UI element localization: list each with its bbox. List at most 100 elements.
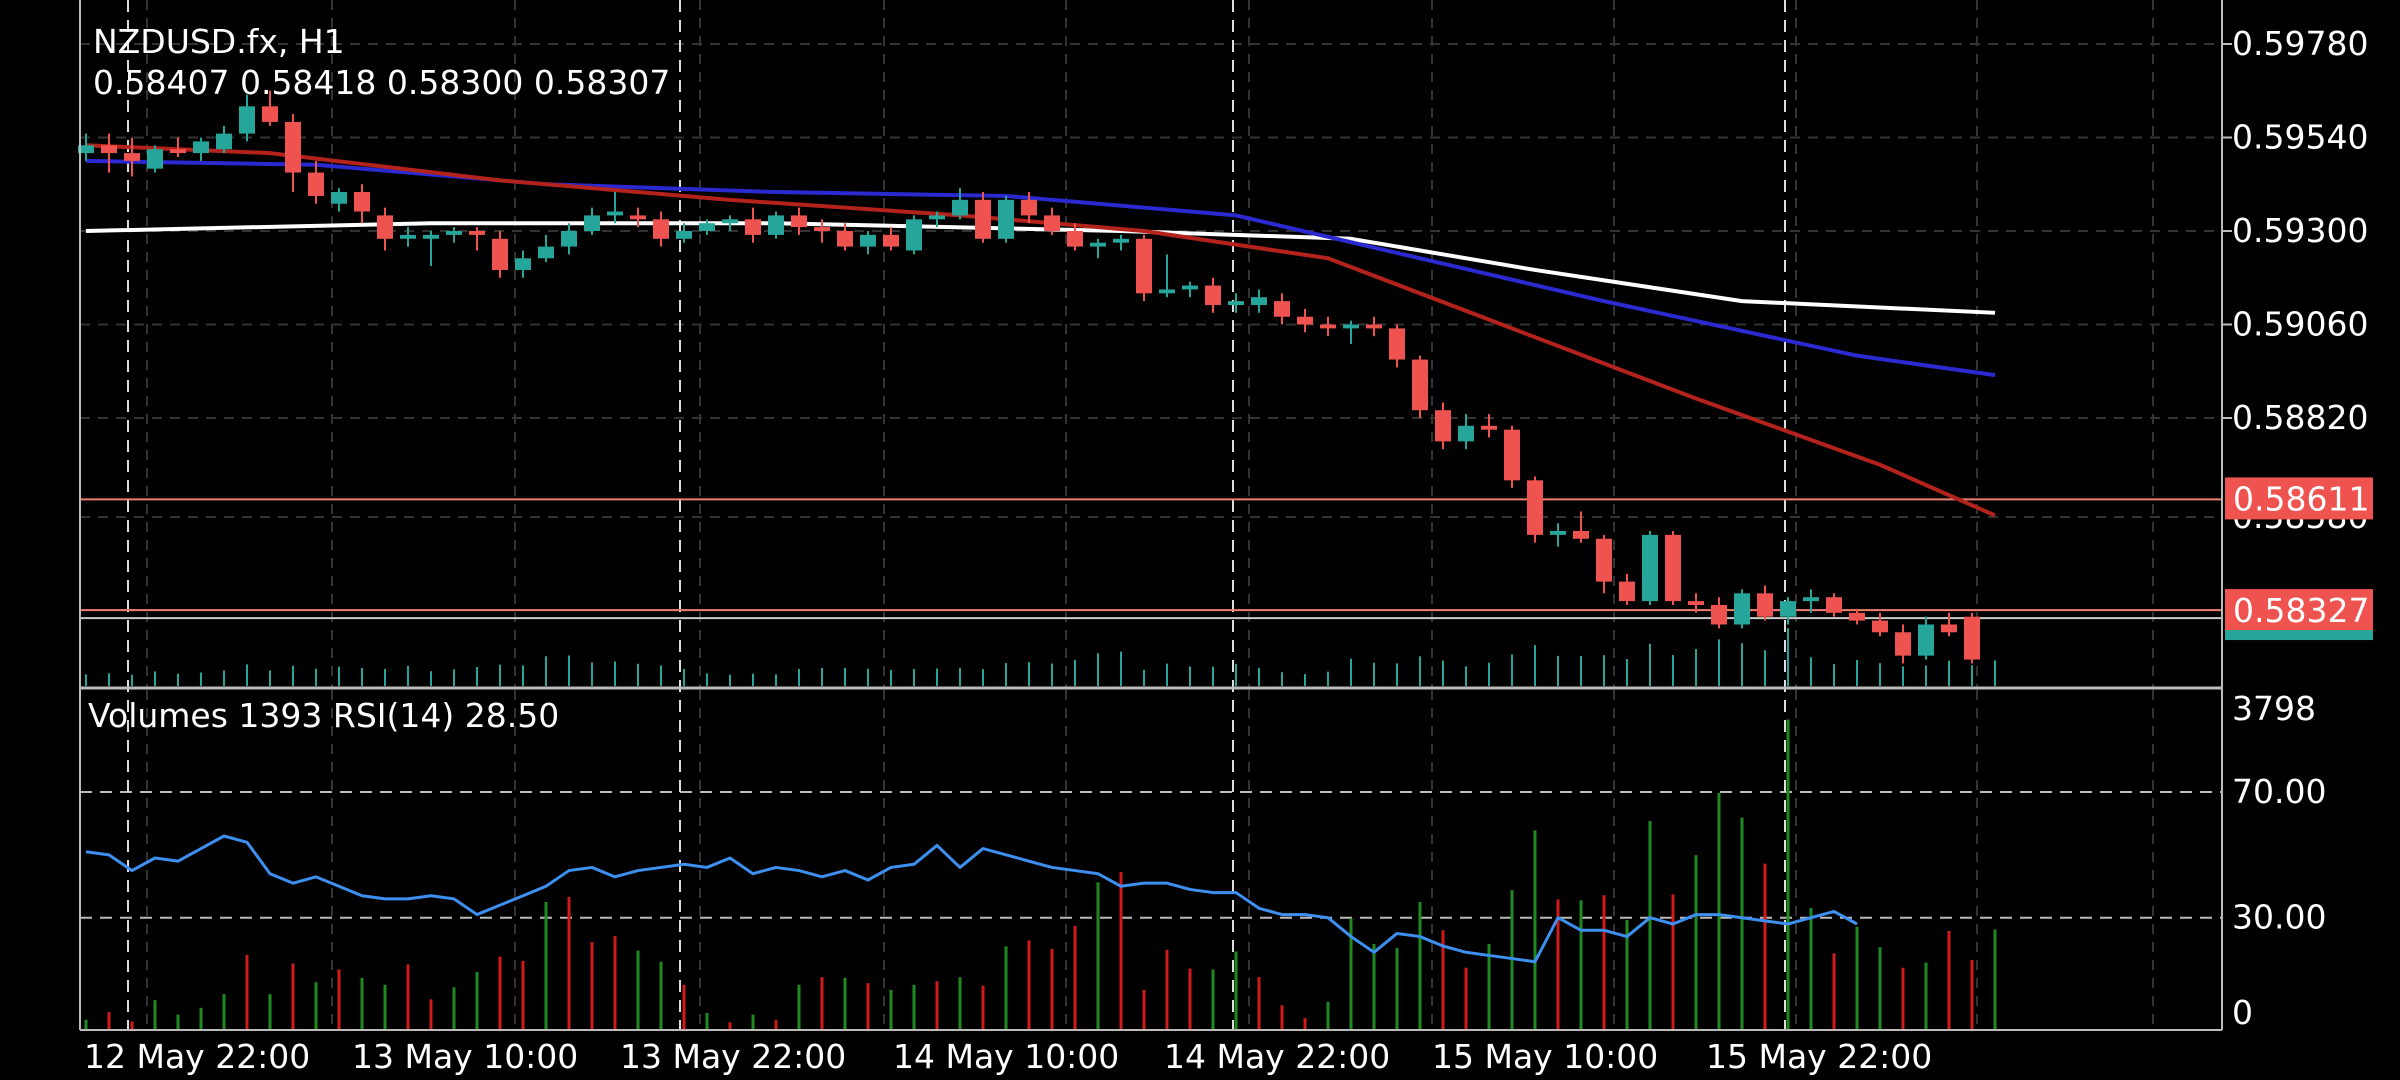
candle-body — [1228, 301, 1244, 306]
candle-body — [469, 231, 485, 235]
candle-body — [193, 141, 209, 154]
candle-body — [1711, 605, 1727, 625]
candle-body — [216, 133, 232, 150]
candle-body — [1044, 215, 1060, 231]
candle-body — [1573, 530, 1589, 539]
candle-body — [1090, 242, 1106, 247]
rsi-level-label: 30.00 — [2232, 898, 2326, 937]
candle-body — [860, 234, 876, 247]
candle-body — [998, 199, 1014, 239]
candle-body — [653, 219, 669, 239]
candle-body — [676, 231, 692, 239]
candle-body — [78, 145, 94, 154]
ma-white — [85, 221, 1996, 315]
time-label: 14 May 22:00 — [1164, 1037, 1390, 1076]
candle-body — [607, 211, 623, 216]
candle-body — [1872, 620, 1888, 633]
candle-body — [952, 199, 968, 216]
candle-body — [1274, 301, 1290, 317]
ohlc-readout: 0.58407 0.58418 0.58300 0.58307 — [93, 63, 671, 102]
candle-body — [1757, 593, 1773, 617]
candle-body — [1205, 285, 1221, 306]
candle-body — [1297, 316, 1313, 325]
candle-body — [1389, 328, 1405, 360]
candle-body — [1550, 530, 1566, 535]
candle-body — [538, 246, 554, 259]
candle-body — [791, 215, 807, 228]
candle-body — [906, 219, 922, 251]
time-label: 12 May 22:00 — [84, 1037, 310, 1076]
candle-body — [929, 215, 945, 220]
candle-body — [147, 149, 163, 169]
candle-body — [1435, 410, 1451, 442]
candle-body — [814, 227, 830, 231]
candle-body — [1780, 601, 1796, 617]
candle-body — [1918, 624, 1934, 656]
price-label: 0.59780 — [2232, 24, 2368, 63]
candle-body — [1021, 199, 1037, 216]
candle-body — [285, 121, 301, 173]
candle-body — [1458, 425, 1474, 442]
subwindow-label: Volumes 1393 RSI(14) 28.50 — [88, 696, 560, 735]
candle-body — [561, 231, 577, 247]
ma-red — [85, 143, 1996, 518]
time-label: 15 May 22:00 — [1706, 1037, 1932, 1076]
price-tag-label: 0.58327 — [2233, 591, 2369, 630]
candle-body — [1941, 624, 1957, 633]
chart-frame — [79, 0, 2223, 1031]
main-volume-ticks — [85, 628, 1996, 686]
rsi-level-label: 70.00 — [2232, 772, 2326, 811]
candle-body — [1067, 231, 1083, 247]
candles — [78, 90, 1980, 664]
candle-body — [492, 238, 508, 270]
price-axis[interactable]: 0.597800.595400.593000.590600.588200.585… — [2222, 24, 2373, 1032]
candle-body — [1527, 480, 1543, 535]
candle-body — [1412, 359, 1428, 411]
rsi-level-label: 0 — [2232, 993, 2253, 1032]
candle-body — [768, 215, 784, 235]
candle-body — [1688, 601, 1704, 605]
ma-blue — [85, 158, 1996, 378]
candle-body — [630, 215, 646, 220]
price-label: 0.59540 — [2232, 118, 2368, 157]
candle-body — [308, 172, 324, 196]
candle-body — [1481, 425, 1497, 430]
volume-max-label: 3798 — [2232, 689, 2316, 728]
price-tag — [2225, 477, 2373, 520]
symbol-title: NZDUSD.fx, H1 — [93, 22, 345, 61]
candle-body — [1642, 534, 1658, 602]
candle-body — [1136, 238, 1152, 294]
time-axis[interactable]: 12 May 22:00 13 May 10:00 13 May 22:00 14 M… — [84, 1037, 1932, 1076]
candle-body — [1251, 297, 1267, 306]
candle-body — [101, 145, 117, 154]
candle-body — [745, 219, 761, 235]
date-separator-lines — [127, 0, 1786, 1030]
candle-body — [1113, 238, 1129, 243]
candle-body — [239, 106, 255, 134]
price-label: 0.59300 — [2232, 211, 2368, 250]
candle-body — [883, 234, 899, 247]
candle-body — [1964, 616, 1980, 660]
candle-body — [377, 215, 393, 239]
candle-body — [837, 231, 853, 247]
candle-body — [699, 223, 715, 231]
price-label: 0.59060 — [2232, 305, 2368, 344]
candle-body — [1826, 597, 1842, 613]
time-label: 15 May 10:00 — [1432, 1037, 1658, 1076]
candle-body — [1849, 612, 1865, 621]
candle-body — [1159, 289, 1175, 294]
candle-body — [331, 192, 347, 204]
rsi-line — [85, 834, 1858, 964]
candle-body — [1343, 324, 1359, 329]
candle-body — [1366, 324, 1382, 329]
candle-body — [515, 258, 531, 270]
candle-body — [584, 215, 600, 231]
candle-body — [1895, 632, 1911, 656]
candle-body — [446, 231, 462, 235]
candle-body — [400, 234, 416, 239]
candle-body — [170, 149, 186, 154]
moving-averages — [85, 143, 1996, 518]
price-tag-label: 0.58611 — [2233, 479, 2369, 518]
candle-body — [1182, 285, 1198, 290]
